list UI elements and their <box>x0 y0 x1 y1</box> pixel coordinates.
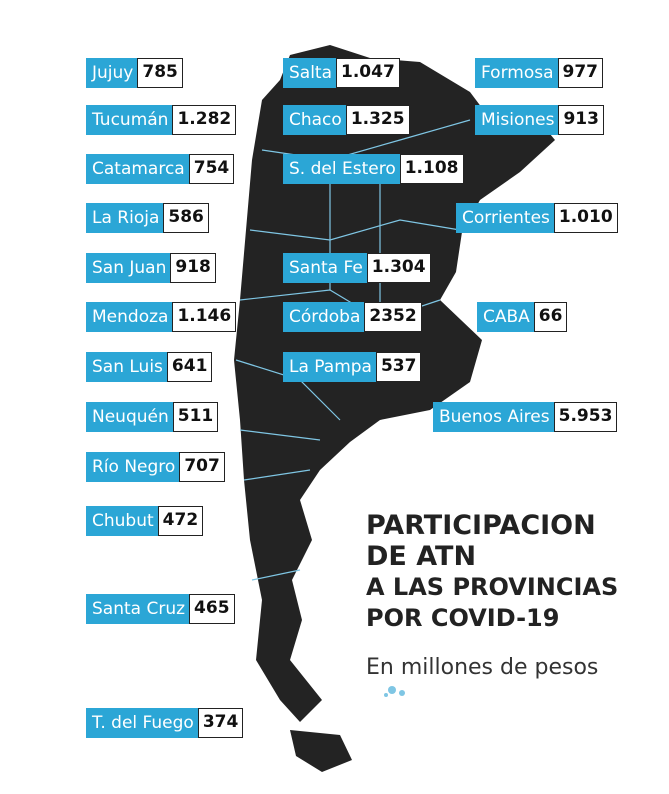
province-value: 1.108 <box>399 154 464 184</box>
province-value: 913 <box>558 105 604 135</box>
province-label: Córdoba 2352 <box>283 302 422 332</box>
province-name: Jujuy <box>86 58 138 88</box>
province-label: La Rioja 586 <box>86 203 209 233</box>
province-label: San Luis 641 <box>86 352 213 382</box>
province-value: 977 <box>557 58 603 88</box>
province-value: 641 <box>166 352 213 382</box>
province-label: Jujuy 785 <box>86 58 183 88</box>
title: PARTICIPACION DE ATN A LAS PROVINCIAS POR C… <box>366 510 618 634</box>
province-value: 511 <box>172 402 219 432</box>
province-label: Catamarca 754 <box>86 154 235 184</box>
province-label: Buenos Aires 5.953 <box>433 402 618 432</box>
province-name: La Rioja <box>86 203 164 233</box>
province-name: La Pampa <box>283 352 376 382</box>
province-name: San Juan <box>86 253 171 283</box>
province-value: 1.304 <box>366 253 431 283</box>
province-name: CABA <box>477 302 534 332</box>
province-name: Mendoza <box>86 302 173 332</box>
province-name: Salta <box>283 58 337 88</box>
province-name: Santa Fe <box>283 253 367 283</box>
province-label: Mendoza 1.146 <box>86 302 237 332</box>
province-name: T. del Fuego <box>86 708 198 738</box>
province-value: 918 <box>170 253 216 283</box>
malvinas <box>384 686 405 697</box>
province-label: Chaco 1.325 <box>283 105 410 135</box>
province-value: 374 <box>197 708 244 738</box>
province-name: Santa Cruz <box>86 594 190 624</box>
title-line: DE ATN <box>366 541 477 572</box>
province-name: San Luis <box>86 352 167 382</box>
province-value: 785 <box>137 58 183 88</box>
province-value: 707 <box>179 452 225 482</box>
tierra-del-fuego <box>290 730 352 772</box>
province-label: S. del Estero 1.108 <box>283 154 464 184</box>
province-name: Formosa <box>475 58 558 88</box>
province-name: Misiones <box>475 105 559 135</box>
province-value: 754 <box>188 154 235 184</box>
province-name: Córdoba <box>283 302 365 332</box>
province-label: Formosa 977 <box>475 58 603 88</box>
province-value: 1.146 <box>172 302 237 332</box>
title-line: A LAS PROVINCIAS <box>366 573 619 601</box>
province-value: 1.282 <box>172 105 237 135</box>
province-name: Chubut <box>86 506 158 536</box>
province-name: Río Negro <box>86 452 180 482</box>
province-name: S. del Estero <box>283 154 400 184</box>
province-value: 2352 <box>364 302 422 332</box>
province-label: Chubut 472 <box>86 506 204 536</box>
province-value: 465 <box>189 594 235 624</box>
province-value: 5.953 <box>553 402 618 432</box>
province-name: Tucumán <box>86 105 173 135</box>
province-label: Misiones 913 <box>475 105 604 135</box>
title-line: PARTICIPACION <box>366 510 596 541</box>
province-name: Catamarca <box>86 154 189 184</box>
province-label: Corrientes 1.010 <box>456 203 618 233</box>
province-label: La Pampa 537 <box>283 352 422 382</box>
province-label: Tucumán 1.282 <box>86 105 237 135</box>
province-value: 586 <box>163 203 209 233</box>
subtitle: En millones de pesos <box>366 655 599 680</box>
province-label: Santa Fe 1.304 <box>283 253 431 283</box>
province-label: San Juan 918 <box>86 253 216 283</box>
province-label: Santa Cruz 465 <box>86 594 235 624</box>
province-name: Neuquén <box>86 402 173 432</box>
province-label: T. del Fuego 374 <box>86 708 244 738</box>
province-value: 1.010 <box>553 203 618 233</box>
province-value: 1.325 <box>345 105 410 135</box>
province-label: Neuquén 511 <box>86 402 219 432</box>
province-value: 66 <box>533 302 568 332</box>
province-name: Buenos Aires <box>433 402 554 432</box>
province-name: Corrientes <box>456 203 554 233</box>
title-line: POR COVID-19 <box>366 604 560 632</box>
province-value: 472 <box>157 506 204 536</box>
mainland <box>234 45 555 722</box>
province-label: CABA 66 <box>477 302 568 332</box>
province-label: Salta 1.047 <box>283 58 400 88</box>
province-value: 1.047 <box>336 58 400 88</box>
province-name: Chaco <box>283 105 346 135</box>
province-label: Río Negro 707 <box>86 452 225 482</box>
province-value: 537 <box>375 352 422 382</box>
